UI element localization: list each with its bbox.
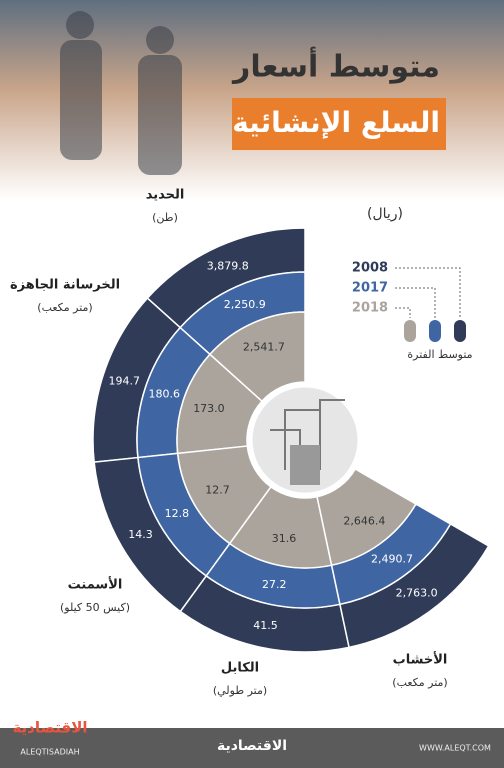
value-label: 12.8 xyxy=(165,507,190,520)
category-label: الأخشاب xyxy=(393,651,448,668)
value-label: 12.7 xyxy=(205,484,230,497)
subtitle: السلع الإنشائية xyxy=(232,106,440,139)
legend-swatch xyxy=(454,320,466,342)
legend-leader xyxy=(395,287,436,318)
category-label: الأسمنت xyxy=(68,576,123,593)
center-photo xyxy=(249,384,361,496)
footer-bar xyxy=(0,728,504,768)
value-label: 2,646.4 xyxy=(343,515,385,528)
crane xyxy=(284,409,320,470)
legend-label: 2008 xyxy=(352,261,388,276)
value-label: 41.5 xyxy=(253,619,278,632)
value-label: 2,763.0 xyxy=(396,587,438,600)
cranes xyxy=(270,399,345,485)
category-unit: (متر طولي) xyxy=(213,684,267,697)
legend-leader xyxy=(395,267,461,318)
category-unit: (متر مكعب) xyxy=(37,301,92,314)
legend-leader xyxy=(395,307,411,318)
legend-swatch xyxy=(404,320,416,342)
legend-swatch xyxy=(429,320,441,342)
footer-website: WWW.ALEQT.COM xyxy=(419,744,491,753)
legend-label: 2017 xyxy=(352,281,388,296)
category-label: الخرسانة الجاهزة xyxy=(10,278,120,293)
unit-label: (ريال) xyxy=(367,206,403,222)
subtitle-box xyxy=(232,98,446,150)
title: متوسط أسعار xyxy=(231,47,440,85)
ring-segment xyxy=(316,467,417,567)
footer-brand: الاقتصادية xyxy=(217,738,287,754)
value-label: 31.6 xyxy=(272,532,297,545)
legend-caption: متوسط الفترة xyxy=(407,348,472,361)
value-label: 27.2 xyxy=(262,578,287,591)
silhouettes xyxy=(60,11,182,175)
value-label: 180.6 xyxy=(148,387,180,400)
footer-handle: ALEQTISADIAH xyxy=(20,748,79,757)
value-label: 14.3 xyxy=(128,528,153,541)
value-label: 194.7 xyxy=(109,374,141,387)
category-label: الحديد xyxy=(146,188,185,203)
legend-label: 2018 xyxy=(352,301,388,316)
footer-logo: الاقتصادية xyxy=(12,719,87,737)
category-unit: (كيس 50 كيلو) xyxy=(60,601,130,614)
value-label: 3,879.8 xyxy=(207,259,249,272)
value-label: 173.0 xyxy=(193,402,225,415)
category-unit: (طن) xyxy=(152,211,178,224)
value-label: 2,250.9 xyxy=(224,298,266,311)
category-unit: (متر مكعب) xyxy=(392,676,447,689)
value-label: 2,490.7 xyxy=(371,553,413,566)
value-label: 2,541.7 xyxy=(243,341,285,354)
category-label: الكابل xyxy=(221,661,259,676)
building xyxy=(290,445,320,485)
